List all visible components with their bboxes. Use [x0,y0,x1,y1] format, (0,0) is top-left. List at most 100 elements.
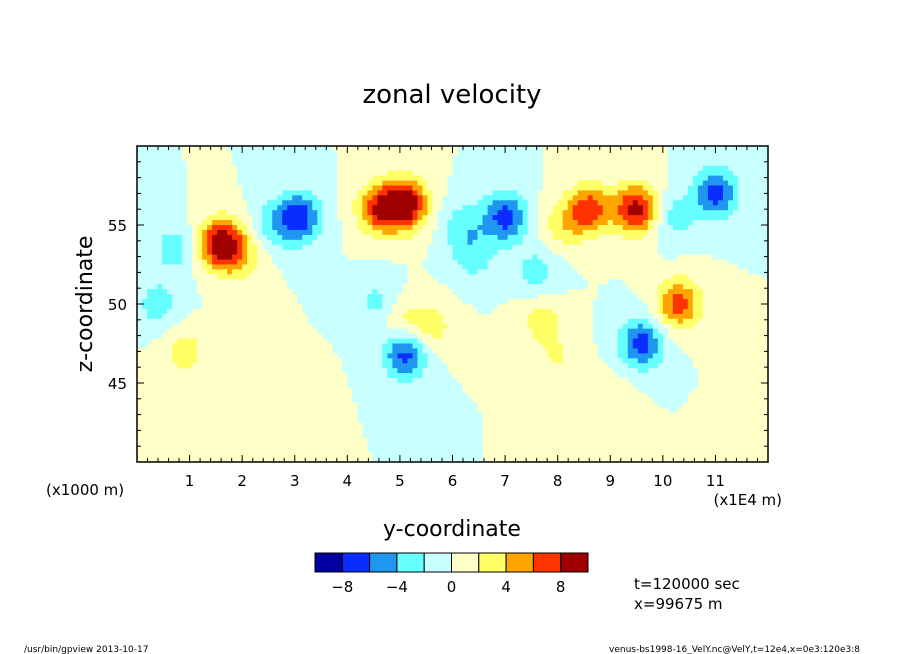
field-cell [457,284,464,290]
field-cell [152,244,158,251]
field-cell [502,155,509,162]
field-cell [642,205,649,211]
field-cell [662,284,669,290]
field-cell [417,190,424,196]
field-cell [572,215,579,221]
field-cell [257,165,263,172]
field-cell [467,170,474,177]
field-cell [477,190,484,196]
field-cell [727,244,734,251]
field-cell [712,180,719,187]
field-cell [497,328,504,335]
field-cell [762,294,768,300]
field-cell [717,299,724,305]
field-cell [722,259,729,266]
field-cell [322,264,328,271]
field-cell [712,313,719,320]
field-cell [342,284,348,290]
field-cell [392,185,399,192]
field-cell [677,160,684,167]
field-cell [412,264,419,271]
field-cell [587,225,594,231]
field-cell [507,170,514,177]
field-cell [662,180,669,187]
field-cell [532,264,539,271]
field-cell [377,160,383,167]
field-cell [372,244,378,251]
field-cell [152,200,158,206]
field-cell [482,150,489,157]
field-cell [607,323,614,330]
field-cell [157,313,163,320]
field-cell [412,294,419,300]
field-cell [197,308,203,315]
field-cell [527,185,534,192]
field-cell [577,304,584,310]
field-cell [307,279,313,285]
field-cell [737,229,744,236]
field-cell [477,279,484,285]
field-cell [667,210,674,216]
field-cell [652,299,659,305]
field-cell [412,289,419,295]
field-cell [197,150,203,157]
field-cell [367,269,373,275]
field-cell [462,259,469,266]
field-cell [172,338,178,345]
field-cell [367,274,373,280]
field-cell [357,318,363,325]
field-cell [282,165,288,172]
field-cell [532,244,539,251]
field-cell [397,175,404,182]
field-cell [687,294,694,300]
field-cell [377,190,383,196]
field-cell [552,185,559,192]
field-cell [657,220,664,226]
field-cell [222,289,228,295]
field-cell [417,165,424,172]
field-cell [232,323,238,330]
field-cell [497,249,504,256]
field-cell [587,259,594,266]
field-cell [452,155,459,162]
field-cell [662,308,669,315]
field-cell [152,308,158,315]
field-cell [147,323,153,330]
field-cell [737,170,744,177]
field-cell [707,244,714,251]
field-cell [237,318,243,325]
field-cell [402,150,409,157]
field-cell [187,279,193,285]
field-cell [507,308,514,315]
field-cell [392,318,399,325]
field-cell [187,175,193,182]
field-cell [232,244,238,251]
field-cell [282,146,288,152]
field-cell [202,323,208,330]
field-cell [567,254,574,261]
field-cell [497,180,504,187]
field-cell [702,308,709,315]
field-cell [572,160,579,167]
field-cell [177,175,183,182]
field-cell [167,190,173,196]
field-cell [247,215,253,221]
field-cell [302,249,308,256]
field-cell [632,269,639,275]
field-cell [642,180,649,187]
field-cell [742,289,749,295]
field-cell [682,160,689,167]
field-cell [147,259,153,266]
field-cell [472,165,479,172]
field-cell [172,190,178,196]
field-cell [317,239,323,246]
field-cell [417,160,424,167]
field-cell [557,244,564,251]
field-cell [297,333,303,340]
field-cell [482,160,489,167]
field-cell [347,185,353,192]
field-cell [452,304,459,310]
field-cell [292,220,298,226]
field-cell [637,180,644,187]
field-cell [272,170,278,177]
